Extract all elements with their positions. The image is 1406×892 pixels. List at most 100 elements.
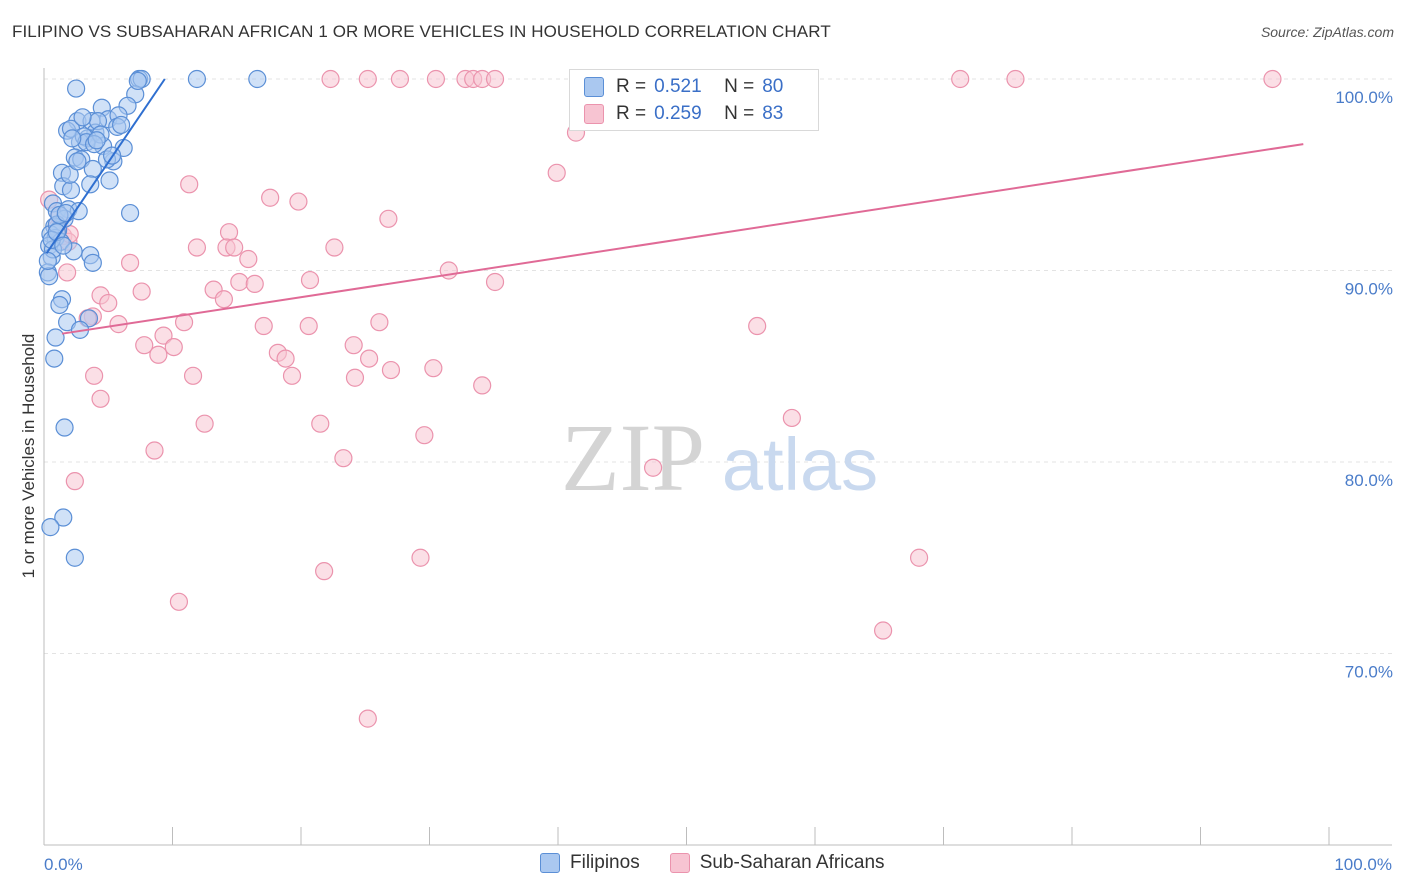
sub-saharan-african-point	[91, 389, 110, 408]
sub-saharan-african-point	[99, 293, 118, 313]
filipino-point	[46, 328, 65, 347]
legend-swatch-blue	[584, 77, 604, 97]
y-tick-labels: 100.0% 90.0% 80.0% 70.0%	[1335, 88, 1393, 682]
trend-line-sub-saharan-africans	[61, 143, 1304, 335]
sub-saharan-african-point	[321, 69, 340, 89]
filipino-point	[55, 418, 74, 437]
sub-saharan-african-point	[390, 69, 410, 89]
filipino-point	[41, 518, 60, 537]
legend-swatch-filipinos	[540, 853, 560, 873]
sub-saharan-african-point	[65, 472, 84, 491]
sub-saharan-african-point	[230, 272, 249, 292]
filipino-point	[83, 253, 102, 272]
sub-saharan-african-point	[132, 282, 151, 301]
x-tick-label: 100.0%	[1334, 855, 1392, 874]
sub-saharan-african-point	[334, 449, 353, 468]
legend-label-sub-saharan-africans: Sub-Saharan Africans	[699, 852, 885, 873]
sub-saharan-african-point	[282, 366, 302, 385]
legend-r-value: 0.259	[654, 103, 702, 124]
filipino-point	[120, 203, 140, 223]
filipino-point	[87, 131, 106, 150]
sub-saharan-african-point	[299, 316, 318, 336]
filipino-point	[65, 548, 84, 567]
sub-saharan-african-point	[344, 336, 363, 355]
sub-saharan-african-point	[311, 414, 330, 433]
filipino-point	[128, 71, 147, 91]
legend-item-sub-saharan-africans[interactable]: Sub-Saharan Africans	[669, 852, 885, 874]
sub-saharan-african-point	[225, 238, 244, 257]
sub-saharan-african-point	[1263, 69, 1282, 89]
sub-saharan-african-point	[951, 69, 970, 89]
filipino-point	[61, 180, 81, 200]
sub-saharan-african-point	[643, 458, 663, 477]
sub-saharan-african-point	[379, 209, 398, 228]
y-tick-label: 70.0%	[1345, 663, 1393, 682]
sub-saharan-african-point	[874, 621, 893, 640]
filipino-point	[38, 251, 57, 271]
filipino-point	[248, 69, 267, 89]
sub-saharan-african-point	[370, 313, 389, 332]
trend-lines	[45, 78, 1304, 335]
sub-saharan-african-point	[485, 69, 505, 89]
watermark-atlas: atlas	[722, 423, 878, 506]
axes	[43, 68, 1392, 846]
legend-row-sub-saharan-africans: R = 0.259 N = 83	[584, 101, 783, 127]
x-tick-label: 0.0%	[44, 855, 83, 874]
x-tick-labels: 0.0% 100.0%	[44, 855, 1392, 874]
sub-saharan-african-point	[748, 316, 767, 336]
sub-saharan-african-point	[261, 188, 280, 207]
sub-saharan-african-point	[424, 359, 443, 378]
legend-r-label: R =	[616, 76, 647, 97]
sub-saharan-african-point	[300, 270, 320, 290]
sub-saharan-african-point	[164, 338, 183, 357]
legend-swatch-sub-saharan-africans	[669, 853, 690, 873]
sub-saharan-african-point	[411, 548, 430, 567]
correlation-legend: R = 0.521 N = 80 R = 0.259 N = 83	[569, 69, 819, 131]
sub-saharan-african-point	[360, 349, 379, 368]
series-filipinos	[38, 69, 267, 567]
sub-saharan-african-point	[473, 376, 492, 395]
filipino-point	[81, 175, 100, 194]
filipino-point	[54, 508, 73, 527]
sub-saharan-african-point	[782, 408, 801, 428]
sub-saharan-african-point	[547, 163, 566, 182]
sub-saharan-african-point	[219, 223, 239, 242]
sub-saharan-african-point	[289, 192, 308, 211]
filipino-point	[63, 129, 82, 148]
sub-saharan-african-point	[245, 274, 264, 294]
legend-item-filipinos[interactable]: Filipinos	[540, 852, 640, 874]
sub-saharan-african-point	[180, 175, 199, 194]
sub-saharan-african-point	[149, 345, 168, 364]
y-axis-title: 1 or more Vehicles in Household	[19, 334, 38, 579]
chart-title: FILIPINO VS SUBSAHARAN AFRICAN 1 OR MORE…	[12, 22, 831, 41]
sub-saharan-african-point	[358, 69, 377, 89]
watermark: ZIP atlas	[561, 404, 878, 511]
sub-saharan-african-point	[58, 263, 77, 282]
sub-saharan-african-point	[135, 336, 154, 355]
legend-n-value: 80	[762, 76, 784, 97]
legend-r-label: R =	[616, 103, 647, 124]
filipino-point	[40, 267, 59, 286]
filipino-point	[56, 203, 75, 223]
legend-swatch-pink	[584, 104, 604, 124]
sub-saharan-african-point	[381, 360, 401, 380]
y-tick-label: 90.0%	[1345, 280, 1393, 299]
y-tick-label: 80.0%	[1345, 471, 1393, 490]
sub-saharan-african-point	[183, 366, 203, 385]
filipino-point	[67, 79, 86, 98]
sub-saharan-african-point	[325, 238, 344, 257]
sub-saharan-african-point	[174, 313, 194, 332]
sub-saharan-african-point	[145, 441, 164, 460]
filipino-point	[54, 236, 73, 255]
filipino-point	[187, 69, 207, 89]
sub-saharan-african-point	[187, 238, 207, 257]
source-label: Source: ZipAtlas.com	[1260, 24, 1394, 40]
filipino-point	[50, 295, 69, 315]
legend-r-value: 0.521	[654, 76, 702, 97]
legend-n-label: N =	[724, 76, 755, 97]
filipino-point	[111, 115, 131, 135]
legend-row-filipinos: R = 0.521 N = 80	[584, 74, 783, 100]
watermark-zip: ZIP	[561, 404, 705, 511]
filipino-point	[60, 165, 79, 184]
